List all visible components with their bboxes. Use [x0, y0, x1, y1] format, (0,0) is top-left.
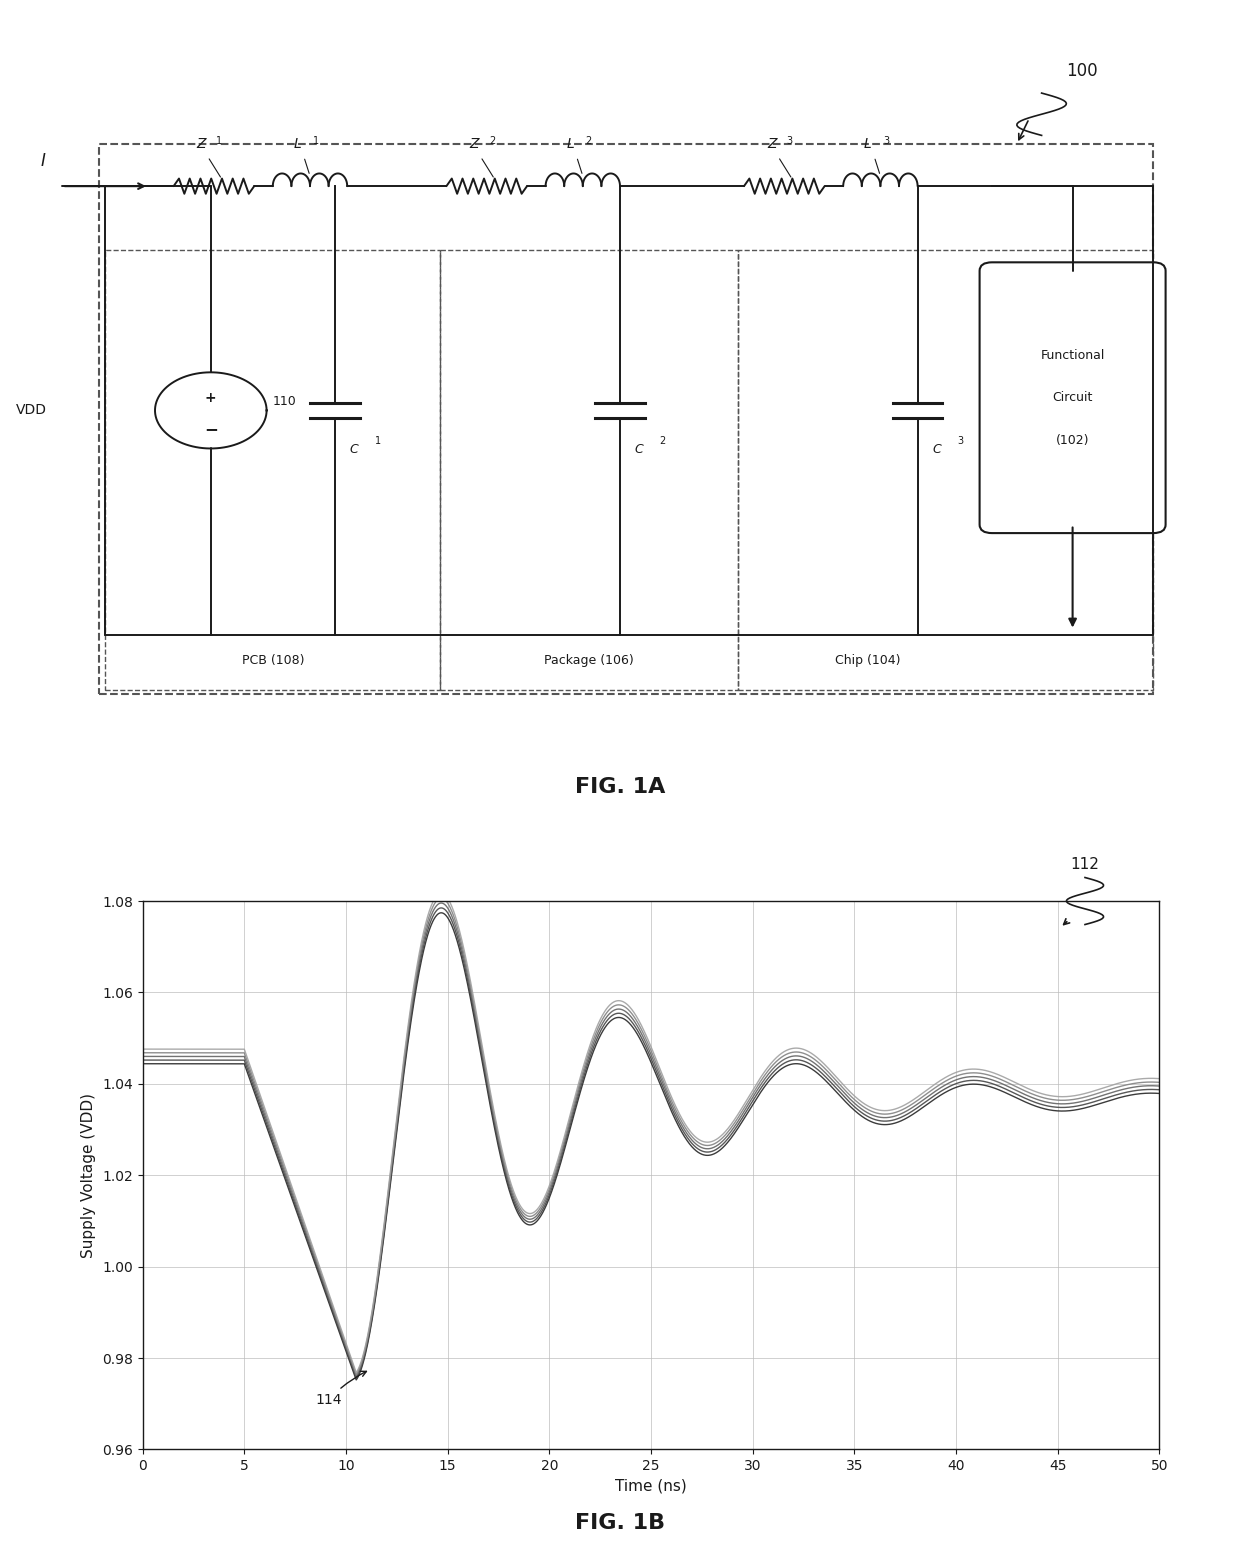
Text: Z: Z — [470, 136, 479, 150]
Text: 1: 1 — [216, 136, 222, 146]
Text: FIG. 1A: FIG. 1A — [575, 777, 665, 798]
X-axis label: Time (ns): Time (ns) — [615, 1479, 687, 1493]
Bar — [738, 249, 1153, 689]
Text: 2: 2 — [490, 136, 496, 146]
Text: I: I — [41, 152, 46, 169]
Text: Functional: Functional — [1040, 349, 1105, 362]
Bar — [440, 249, 738, 689]
Text: 3: 3 — [883, 136, 889, 146]
Text: VDD: VDD — [15, 403, 47, 417]
Text: 110: 110 — [273, 395, 296, 409]
Text: PCB (108): PCB (108) — [242, 653, 304, 666]
Text: C: C — [932, 443, 941, 456]
Text: (102): (102) — [1055, 434, 1090, 447]
Text: Z: Z — [768, 136, 776, 150]
FancyBboxPatch shape — [980, 262, 1166, 533]
Text: 100: 100 — [1066, 63, 1099, 80]
Text: 1: 1 — [312, 136, 319, 146]
Text: 3: 3 — [957, 436, 963, 447]
Bar — [99, 144, 1153, 694]
Text: Chip (104): Chip (104) — [836, 653, 900, 666]
Text: Package (106): Package (106) — [544, 653, 634, 666]
Bar — [105, 249, 440, 689]
Text: L: L — [567, 136, 574, 150]
Text: C: C — [350, 443, 358, 456]
Text: 114: 114 — [315, 1371, 367, 1407]
Text: 3: 3 — [787, 136, 792, 146]
Text: 2: 2 — [585, 136, 591, 146]
Text: 112: 112 — [1070, 857, 1100, 873]
Text: Z: Z — [197, 136, 206, 150]
Text: 2: 2 — [660, 436, 666, 447]
Text: L: L — [294, 136, 301, 150]
Text: Circuit: Circuit — [1053, 392, 1092, 404]
Text: 1: 1 — [374, 436, 381, 447]
Text: +: + — [205, 390, 217, 404]
Text: L: L — [864, 136, 872, 150]
Text: −: − — [203, 420, 218, 439]
Y-axis label: Supply Voltage (VDD): Supply Voltage (VDD) — [82, 1092, 97, 1258]
Text: C: C — [635, 443, 644, 456]
Text: FIG. 1B: FIG. 1B — [575, 1512, 665, 1533]
